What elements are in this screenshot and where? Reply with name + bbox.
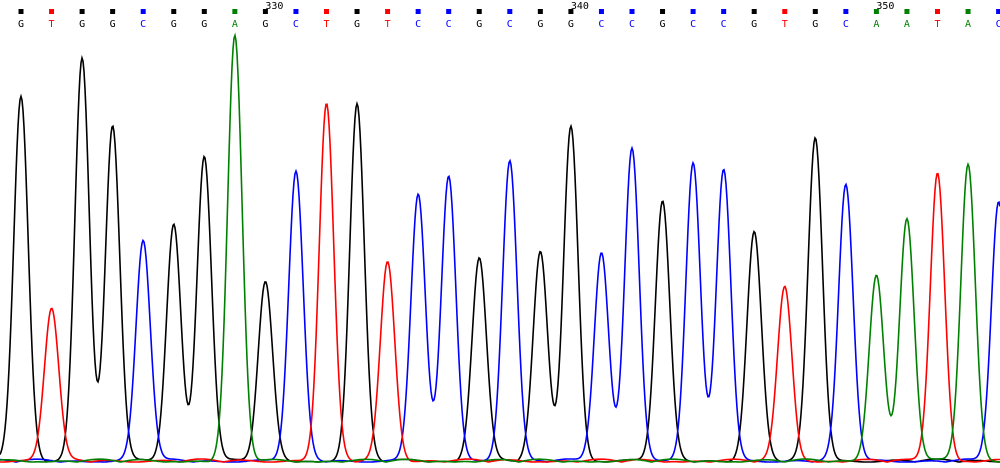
base-call-marker	[996, 9, 1000, 14]
base-call-marker	[507, 9, 513, 14]
base-call-letter: G	[476, 19, 482, 30]
base-call-marker	[690, 9, 696, 14]
base-call-letter: A	[904, 19, 910, 30]
position-tick-label: 340	[571, 1, 589, 12]
base-call-letter: G	[79, 19, 85, 30]
base-call-letter: A	[232, 19, 238, 30]
base-call-marker	[201, 9, 207, 14]
base-call-marker	[110, 9, 116, 14]
base-call-marker	[904, 9, 910, 14]
trace-A	[0, 32, 1000, 463]
base-call-marker	[873, 9, 879, 14]
base-call-marker	[293, 9, 299, 14]
base-call-marker	[262, 9, 268, 14]
base-call-letter: A	[965, 19, 971, 30]
trace-T	[0, 103, 1000, 463]
base-call-letter: G	[537, 19, 543, 30]
base-call-letter: G	[751, 19, 757, 30]
base-call-letter: C	[415, 19, 421, 30]
trace-C	[0, 145, 1000, 463]
base-call-letter: C	[690, 19, 696, 30]
base-call-letter: G	[171, 19, 177, 30]
base-call-letter: C	[996, 19, 1000, 30]
base-call-letter: C	[598, 19, 604, 30]
base-call-letter: T	[323, 19, 329, 30]
base-call-marker	[812, 9, 818, 14]
base-call-marker	[385, 9, 391, 14]
base-call-marker	[537, 9, 543, 14]
base-call-marker	[49, 9, 55, 14]
base-call-marker	[935, 9, 940, 14]
base-call-letter: T	[934, 19, 940, 30]
base-call-marker	[415, 9, 421, 14]
base-call-marker	[782, 9, 788, 14]
position-ticks: 330 340 350	[265, 1, 894, 12]
base-call-marker	[843, 9, 849, 14]
trace-G	[0, 54, 1000, 463]
base-call-marker	[324, 9, 329, 14]
base-call-marker	[476, 9, 482, 14]
position-tick-label: 350	[876, 1, 894, 12]
base-call-letter: C	[446, 19, 452, 30]
base-call-marker	[232, 9, 238, 14]
base-call-letter: G	[18, 19, 24, 30]
base-call-letter: G	[354, 19, 360, 30]
base-call-letter: C	[140, 19, 146, 30]
base-call-marker	[660, 9, 666, 14]
base-call-letter: G	[812, 19, 818, 30]
base-call-letter: C	[507, 19, 513, 30]
base-call-marker	[568, 9, 574, 14]
base-call-letter: A	[873, 19, 879, 30]
base-call-letter: C	[629, 19, 635, 30]
base-call-marker	[446, 9, 452, 14]
base-call-letter: G	[568, 19, 574, 30]
base-call-marker	[140, 9, 146, 14]
base-call-marker	[721, 9, 727, 14]
base-call-marker	[171, 9, 177, 14]
base-call-letter: C	[721, 19, 727, 30]
base-call-marker	[598, 9, 604, 14]
position-tick-label: 330	[265, 1, 283, 12]
traces	[0, 32, 1000, 463]
base-call-letter: G	[110, 19, 116, 30]
base-call-marker	[18, 9, 24, 14]
base-call-marker	[629, 9, 635, 14]
base-call-letter: T	[782, 19, 788, 30]
base-call-marker	[965, 9, 971, 14]
base-call-marker	[79, 9, 85, 14]
base-call-letter: G	[262, 19, 268, 30]
base-call-marker	[354, 9, 360, 14]
base-call-marker	[751, 9, 757, 14]
base-call-letter: C	[843, 19, 849, 30]
base-call-letter: G	[660, 19, 666, 30]
base-call-letter: T	[49, 19, 55, 30]
base-call-letter: C	[293, 19, 299, 30]
base-call-letter: T	[385, 19, 391, 30]
base-call-letter: G	[201, 19, 207, 30]
